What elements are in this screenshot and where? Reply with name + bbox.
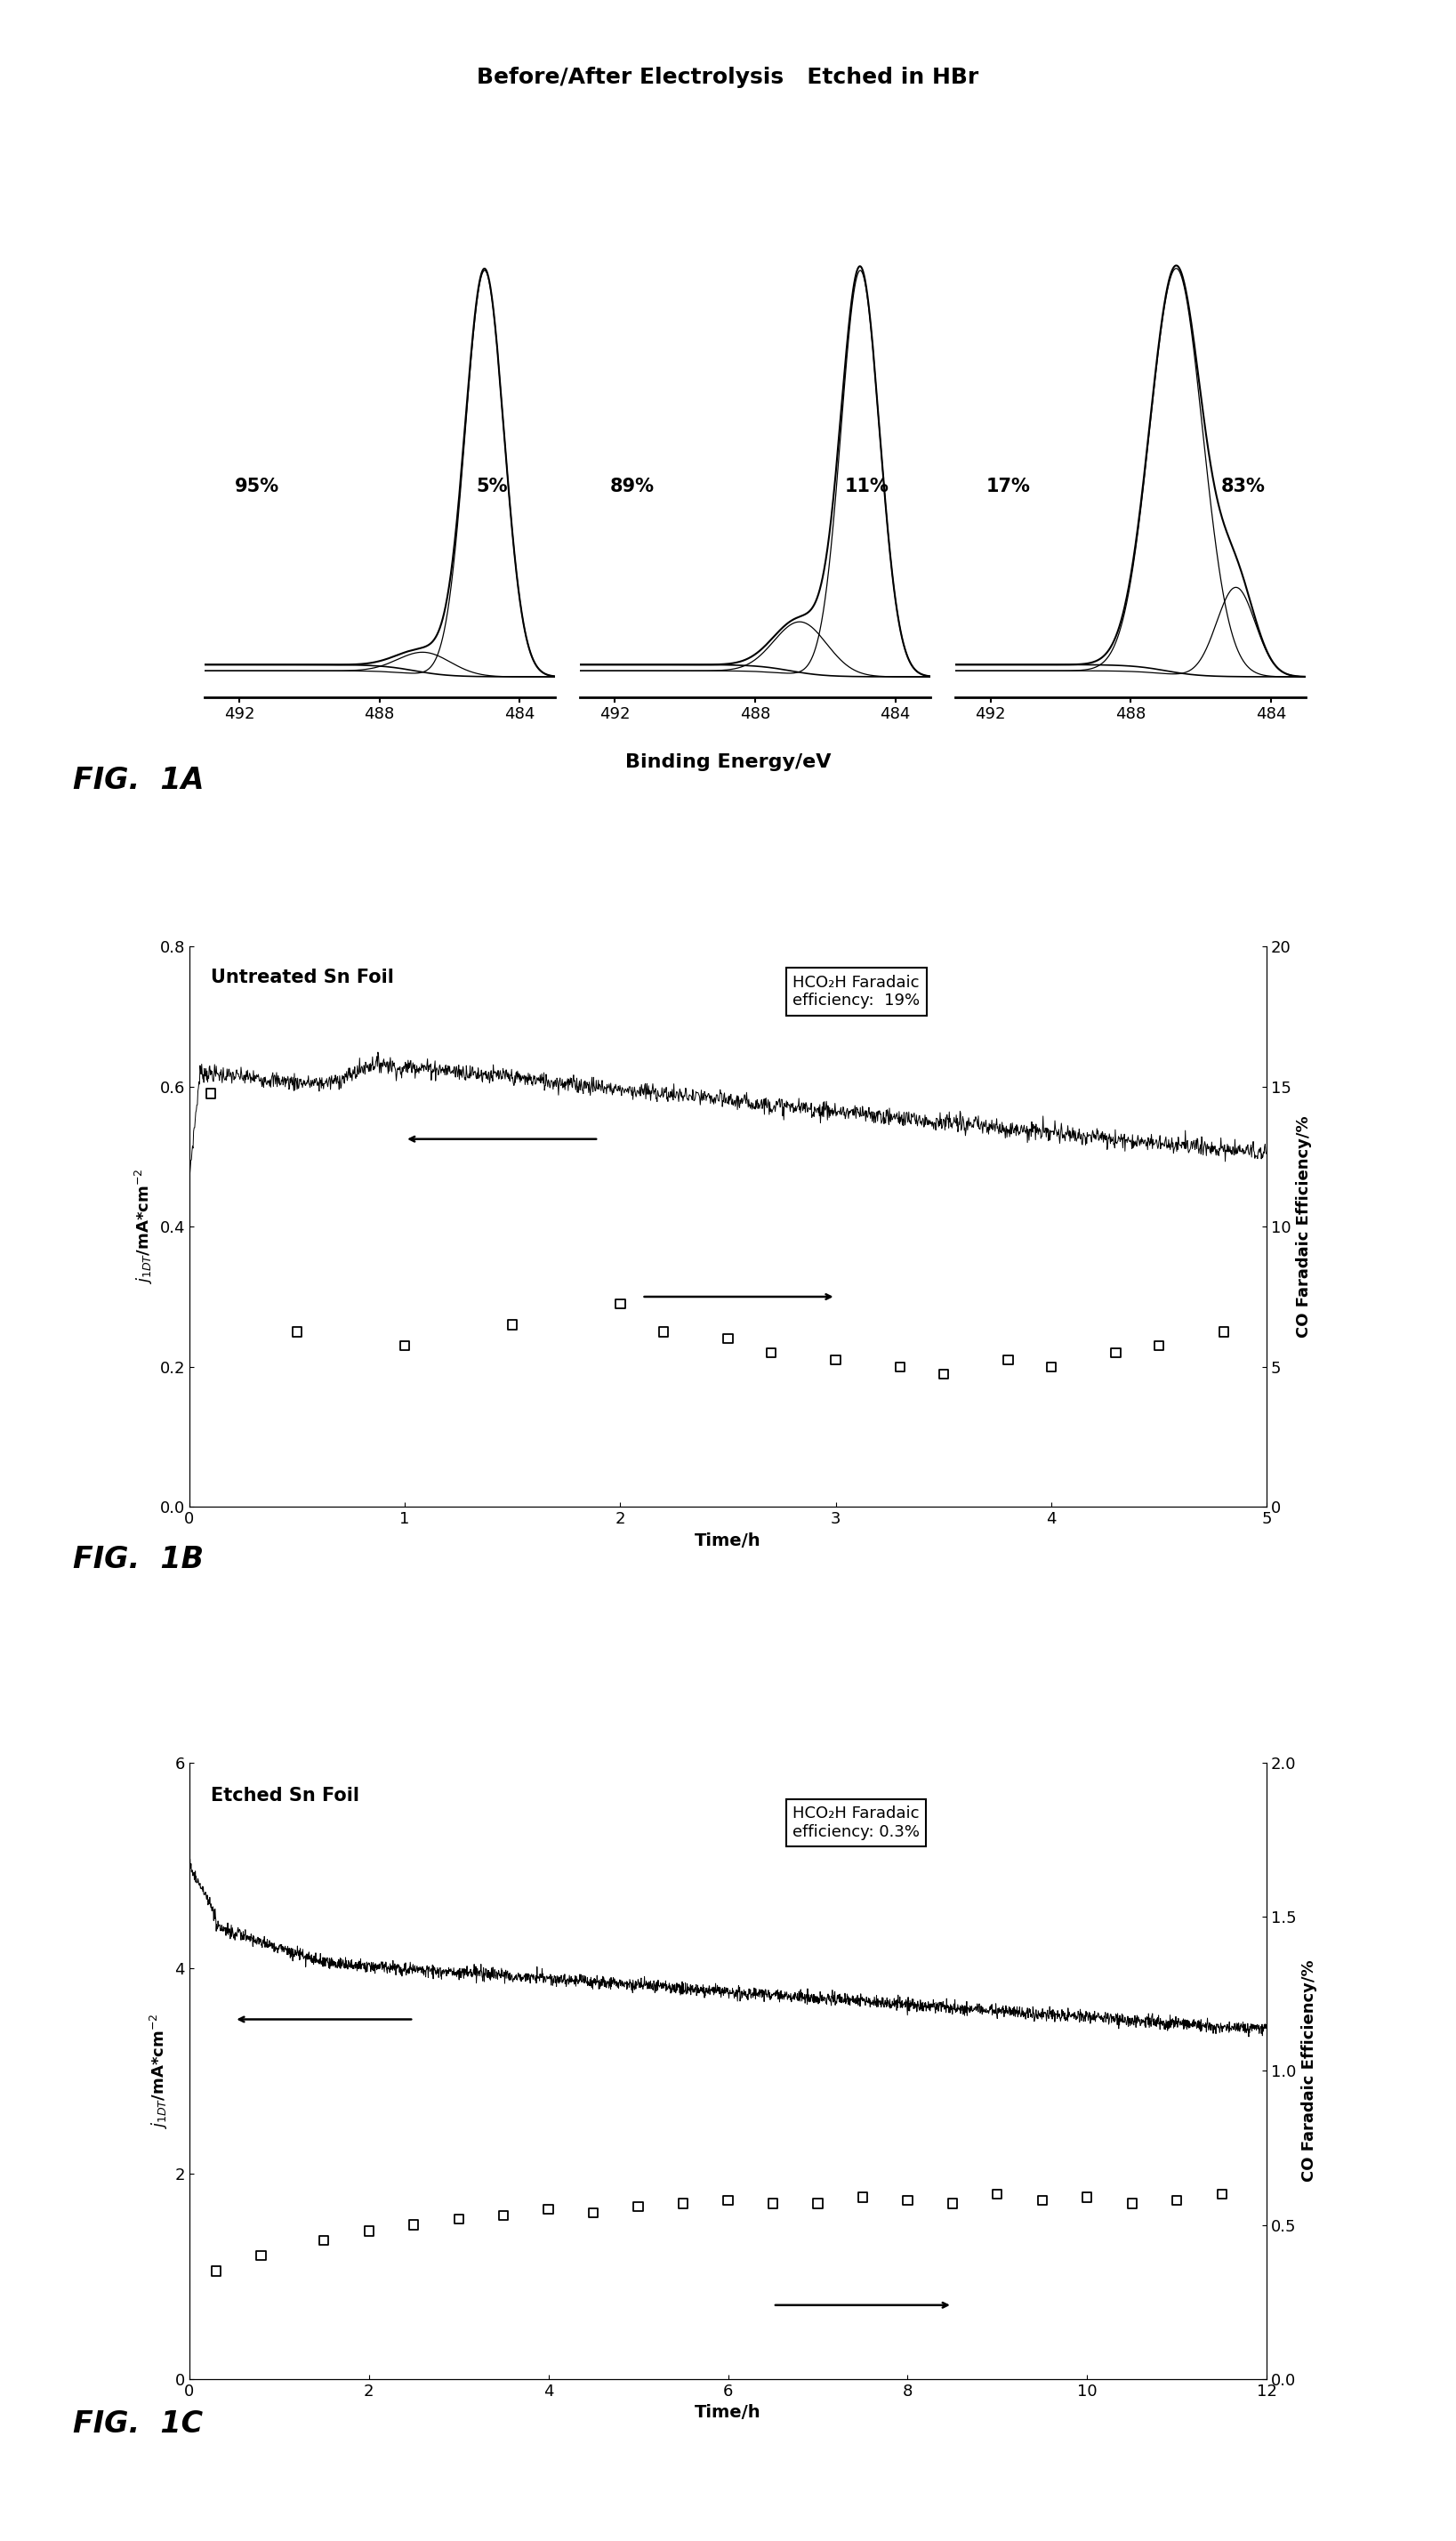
Point xyxy=(760,1331,783,1372)
Point xyxy=(285,1311,309,1352)
Point xyxy=(716,2180,740,2221)
Point xyxy=(249,2236,272,2277)
Point xyxy=(1165,2180,1188,2221)
Point xyxy=(671,2183,695,2223)
Text: 89%: 89% xyxy=(610,478,655,495)
Text: FIG.  1B: FIG. 1B xyxy=(73,1545,204,1575)
Text: FIG.  1C: FIG. 1C xyxy=(73,2409,202,2439)
X-axis label: Time/h: Time/h xyxy=(695,1532,761,1550)
Point xyxy=(807,2183,830,2223)
Text: Binding Energy/eV: Binding Energy/eV xyxy=(625,752,831,770)
Point xyxy=(492,2195,515,2236)
Text: 11%: 11% xyxy=(844,478,890,495)
Text: Etched Sn Foil: Etched Sn Foil xyxy=(211,1786,360,1804)
Text: Before/After Electrolysis   Etched in HBr: Before/After Electrolysis Etched in HBr xyxy=(478,66,978,89)
Point xyxy=(609,1283,632,1324)
Point xyxy=(1210,2173,1233,2213)
Point xyxy=(537,2190,561,2231)
Point xyxy=(626,2185,649,2226)
Point xyxy=(932,1354,955,1395)
Point xyxy=(986,2173,1009,2213)
Point xyxy=(1031,2180,1054,2221)
Point xyxy=(941,2183,964,2223)
Point xyxy=(312,2221,335,2261)
Text: 5%: 5% xyxy=(476,478,507,495)
Y-axis label: $j_{1DT}$/mA*cm$^{-2}$: $j_{1DT}$/mA*cm$^{-2}$ xyxy=(134,1169,154,1286)
Point xyxy=(1147,1326,1171,1367)
Point xyxy=(393,1326,416,1367)
Point xyxy=(1211,1311,1235,1352)
Point xyxy=(716,1319,740,1359)
Text: 95%: 95% xyxy=(234,478,280,495)
Text: 17%: 17% xyxy=(986,478,1031,495)
Point xyxy=(996,1339,1019,1380)
Text: HCO₂H Faradaic
efficiency:  19%: HCO₂H Faradaic efficiency: 19% xyxy=(792,973,920,1009)
Point xyxy=(582,2193,606,2234)
Point xyxy=(1040,1347,1063,1387)
Point xyxy=(204,2251,229,2292)
Text: FIG.  1A: FIG. 1A xyxy=(73,765,204,795)
Y-axis label: CO Faradaic Efficiency/%: CO Faradaic Efficiency/% xyxy=(1296,1115,1312,1337)
Text: HCO₂H Faradaic
efficiency: 0.3%: HCO₂H Faradaic efficiency: 0.3% xyxy=(792,1807,920,1840)
Point xyxy=(1121,2183,1144,2223)
Point xyxy=(888,1347,911,1387)
Point xyxy=(447,2198,470,2239)
Point xyxy=(501,1304,524,1344)
Y-axis label: CO Faradaic Efficiency/%: CO Faradaic Efficiency/% xyxy=(1302,1959,1318,2183)
Point xyxy=(824,1339,847,1380)
Point xyxy=(852,2178,875,2218)
Point xyxy=(895,2180,919,2221)
Text: 83%: 83% xyxy=(1220,478,1265,495)
Point xyxy=(652,1311,676,1352)
Y-axis label: $j_{1DT}$/mA*cm$^{-2}$: $j_{1DT}$/mA*cm$^{-2}$ xyxy=(149,2012,170,2129)
Point xyxy=(357,2211,380,2251)
X-axis label: Time/h: Time/h xyxy=(695,2404,761,2422)
Point xyxy=(402,2206,425,2246)
Point xyxy=(199,1072,223,1113)
Point xyxy=(1076,2178,1099,2218)
Text: Untreated Sn Foil: Untreated Sn Foil xyxy=(211,968,395,986)
Point xyxy=(761,2183,785,2223)
Point xyxy=(1104,1331,1127,1372)
